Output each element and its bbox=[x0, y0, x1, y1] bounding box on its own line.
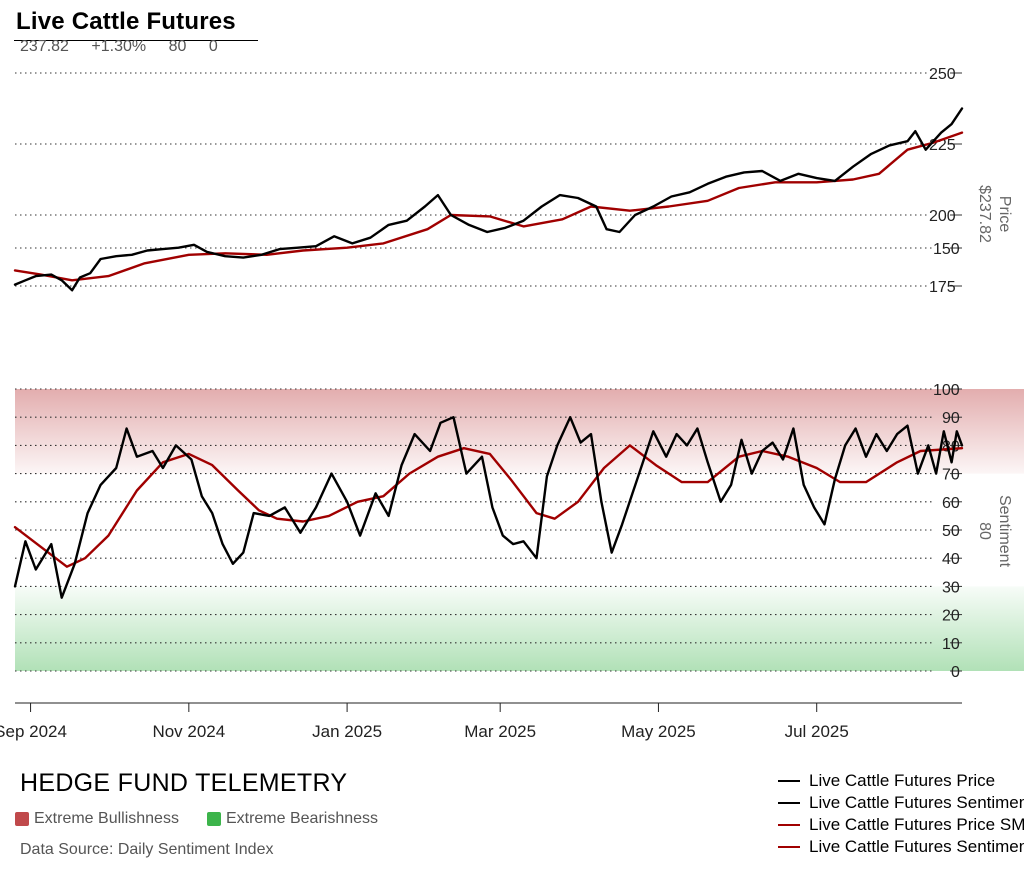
sentiment-line bbox=[13, 416, 964, 599]
x-axis: Sep 2024 Nov 2024 Jan 2025 Mar 2025 May 2025… bbox=[0, 702, 962, 741]
stat-change: +1.30% bbox=[91, 38, 147, 55]
legend-item[interactable]: Live Cattle Futures Price bbox=[778, 770, 1024, 792]
stat-sentiment: 80 bbox=[168, 38, 187, 55]
zone-legend: Extreme Bullishness Extreme Bearishness bbox=[15, 810, 378, 828]
series-lines bbox=[13, 107, 964, 599]
legend-line-swatch bbox=[778, 824, 800, 826]
price-tick-label: 200 bbox=[929, 208, 956, 225]
sentiment-tick-label: 50 bbox=[942, 523, 960, 540]
legend-label: Live Cattle Futures Sentiment SMA bbox=[809, 837, 1024, 856]
legend-item[interactable]: Live Cattle Futures Price SMA bbox=[778, 814, 1024, 836]
sentiment-tick-label: 30 bbox=[942, 579, 960, 596]
zone-legend-label: Extreme Bullishness bbox=[34, 810, 179, 827]
x-tick-label: Mar 2025 bbox=[464, 722, 536, 741]
zone-legend-label: Extreme Bearishness bbox=[225, 810, 379, 827]
sentiment-tick-label: 150 bbox=[933, 241, 960, 258]
sentiment-tick-label: 40 bbox=[942, 551, 960, 568]
stat-price: 237.82 bbox=[20, 38, 69, 55]
legend-line-swatch bbox=[778, 780, 800, 782]
legend-line-swatch bbox=[778, 846, 800, 848]
stat-other: 0 bbox=[208, 38, 218, 55]
price-tick-label: 175 bbox=[929, 279, 956, 296]
legend-line-swatch bbox=[778, 802, 800, 804]
legend-item[interactable]: Live Cattle Futures Sentiment SMA bbox=[778, 836, 1024, 858]
sentiment-tick-label: 70 bbox=[942, 467, 960, 484]
price-axis-value: $237.82 bbox=[976, 185, 993, 243]
chart-title: Live Cattle Futures bbox=[16, 8, 236, 35]
sentiment-tick-label: 60 bbox=[942, 495, 960, 512]
x-tick-label: Jul 2025 bbox=[785, 722, 849, 741]
price-line bbox=[13, 107, 964, 292]
extreme-bearishness-zone bbox=[15, 586, 1024, 671]
sentiment-tick-label: 10 bbox=[942, 636, 960, 653]
x-tick-label: Jan 2025 bbox=[312, 722, 382, 741]
x-tick-label: Nov 2024 bbox=[152, 722, 225, 741]
bullish-swatch bbox=[15, 812, 29, 826]
x-tick-label: May 2025 bbox=[621, 722, 696, 741]
price-tick-label: 250 bbox=[929, 66, 956, 83]
series-legend: Live Cattle Futures Price Live Cattle Fu… bbox=[778, 770, 1024, 858]
data-source: Data Source: Daily Sentiment Index bbox=[20, 841, 274, 858]
price-axis-title: Price bbox=[996, 196, 1013, 233]
zone-legend-item: Extreme Bearishness bbox=[206, 810, 379, 828]
sentiment-tick-label: 90 bbox=[942, 410, 960, 427]
sentiment-axis-title: Sentiment bbox=[996, 495, 1013, 568]
price-sma-line bbox=[13, 131, 964, 282]
legend-label: Live Cattle Futures Price SMA bbox=[809, 815, 1024, 834]
sentiment-tick-label: 80 bbox=[942, 438, 960, 455]
sentiment-tick-label: 0 bbox=[951, 664, 960, 681]
sentiment-tick-label: 20 bbox=[942, 608, 960, 625]
sentiment-tick-label: 100 bbox=[933, 382, 960, 399]
title-underline bbox=[14, 40, 258, 41]
zone-legend-item: Extreme Bullishness bbox=[15, 810, 179, 828]
brand-name: HEDGE FUND TELEMETRY bbox=[20, 769, 348, 797]
stats-bar: 237.82 +1.30% 80 0 bbox=[20, 38, 236, 56]
legend-item[interactable]: Live Cattle Futures Sentiment bbox=[778, 792, 1024, 814]
sentiment-axis-value: 80 bbox=[976, 522, 993, 540]
bearish-swatch bbox=[206, 812, 221, 826]
legend-label: Live Cattle Futures Sentiment bbox=[809, 793, 1024, 812]
legend-label: Live Cattle Futures Price bbox=[809, 771, 996, 790]
x-tick-label: Sep 2024 bbox=[0, 722, 67, 741]
